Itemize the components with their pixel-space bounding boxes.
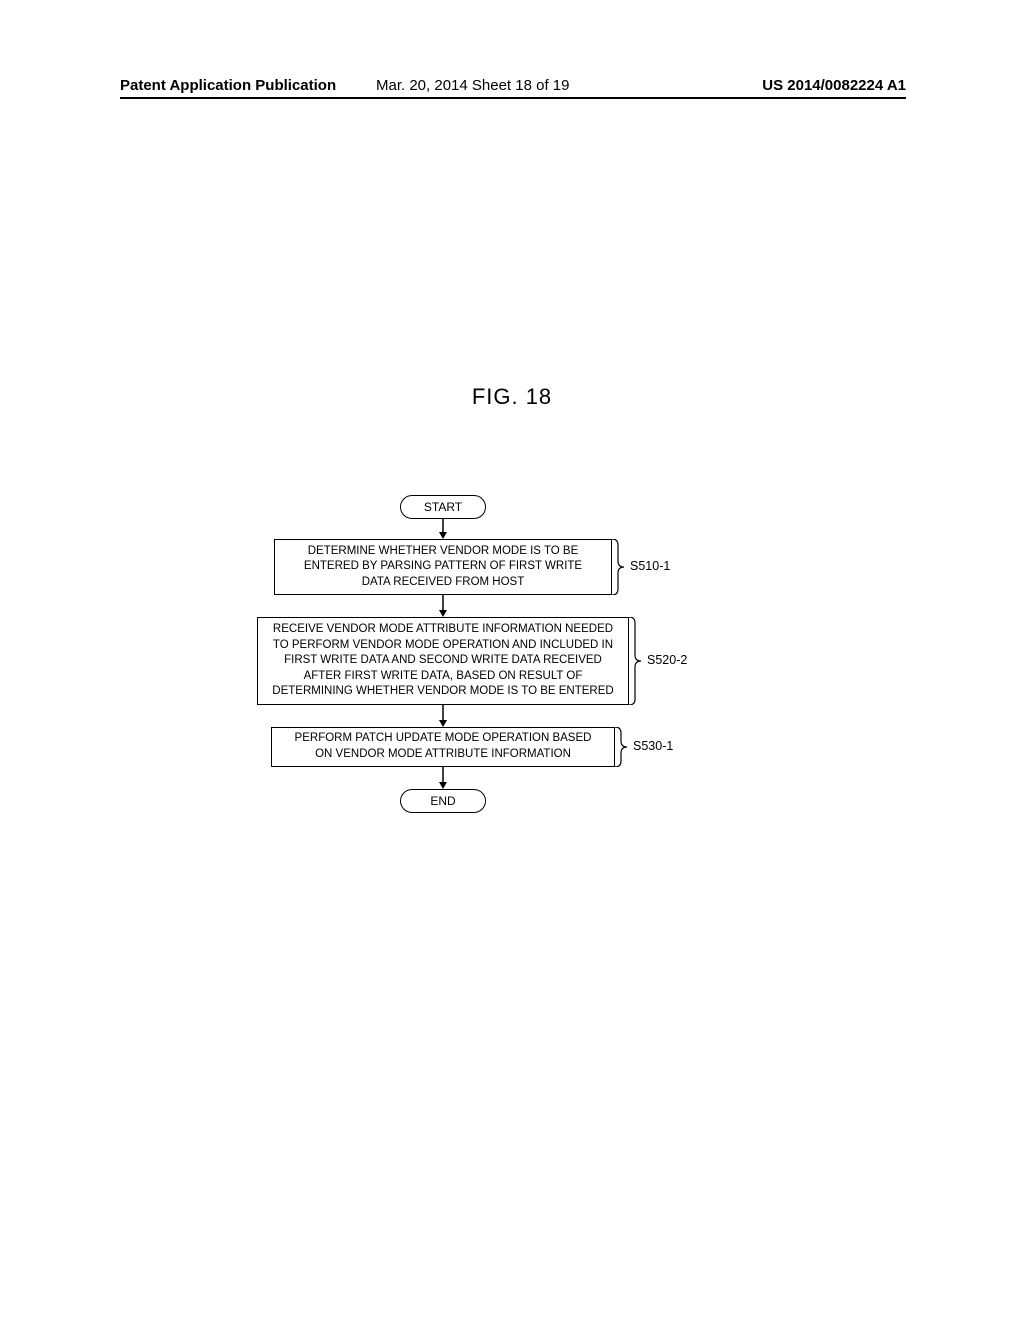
process-s510: DETERMINE WHETHER VENDOR MODE IS TO BE E…	[274, 539, 612, 595]
page-root: Patent Application Publication Mar. 20, …	[0, 0, 1024, 1320]
flow-arrow	[435, 705, 451, 727]
process-s530: PERFORM PATCH UPDATE MODE OPERATION BASE…	[271, 727, 615, 767]
step-label-s520: S520-2	[647, 653, 687, 667]
flow-arrow	[435, 767, 451, 789]
terminator-start: START	[400, 495, 486, 519]
header-center: Mar. 20, 2014 Sheet 18 of 19	[376, 77, 569, 94]
process-s520: RECEIVE VENDOR MODE ATTRIBUTE INFORMATIO…	[257, 617, 629, 705]
figure-title: FIG. 18	[0, 384, 1024, 410]
header-rule	[120, 97, 906, 99]
flow-arrow	[435, 595, 451, 617]
terminator-end: END	[400, 789, 486, 813]
step-label-s530: S530-1	[633, 739, 673, 753]
header-left: Patent Application Publication	[120, 77, 336, 94]
flow-arrow	[435, 519, 451, 539]
step-label-s510: S510-1	[630, 559, 670, 573]
header-right: US 2014/0082224 A1	[762, 77, 906, 94]
